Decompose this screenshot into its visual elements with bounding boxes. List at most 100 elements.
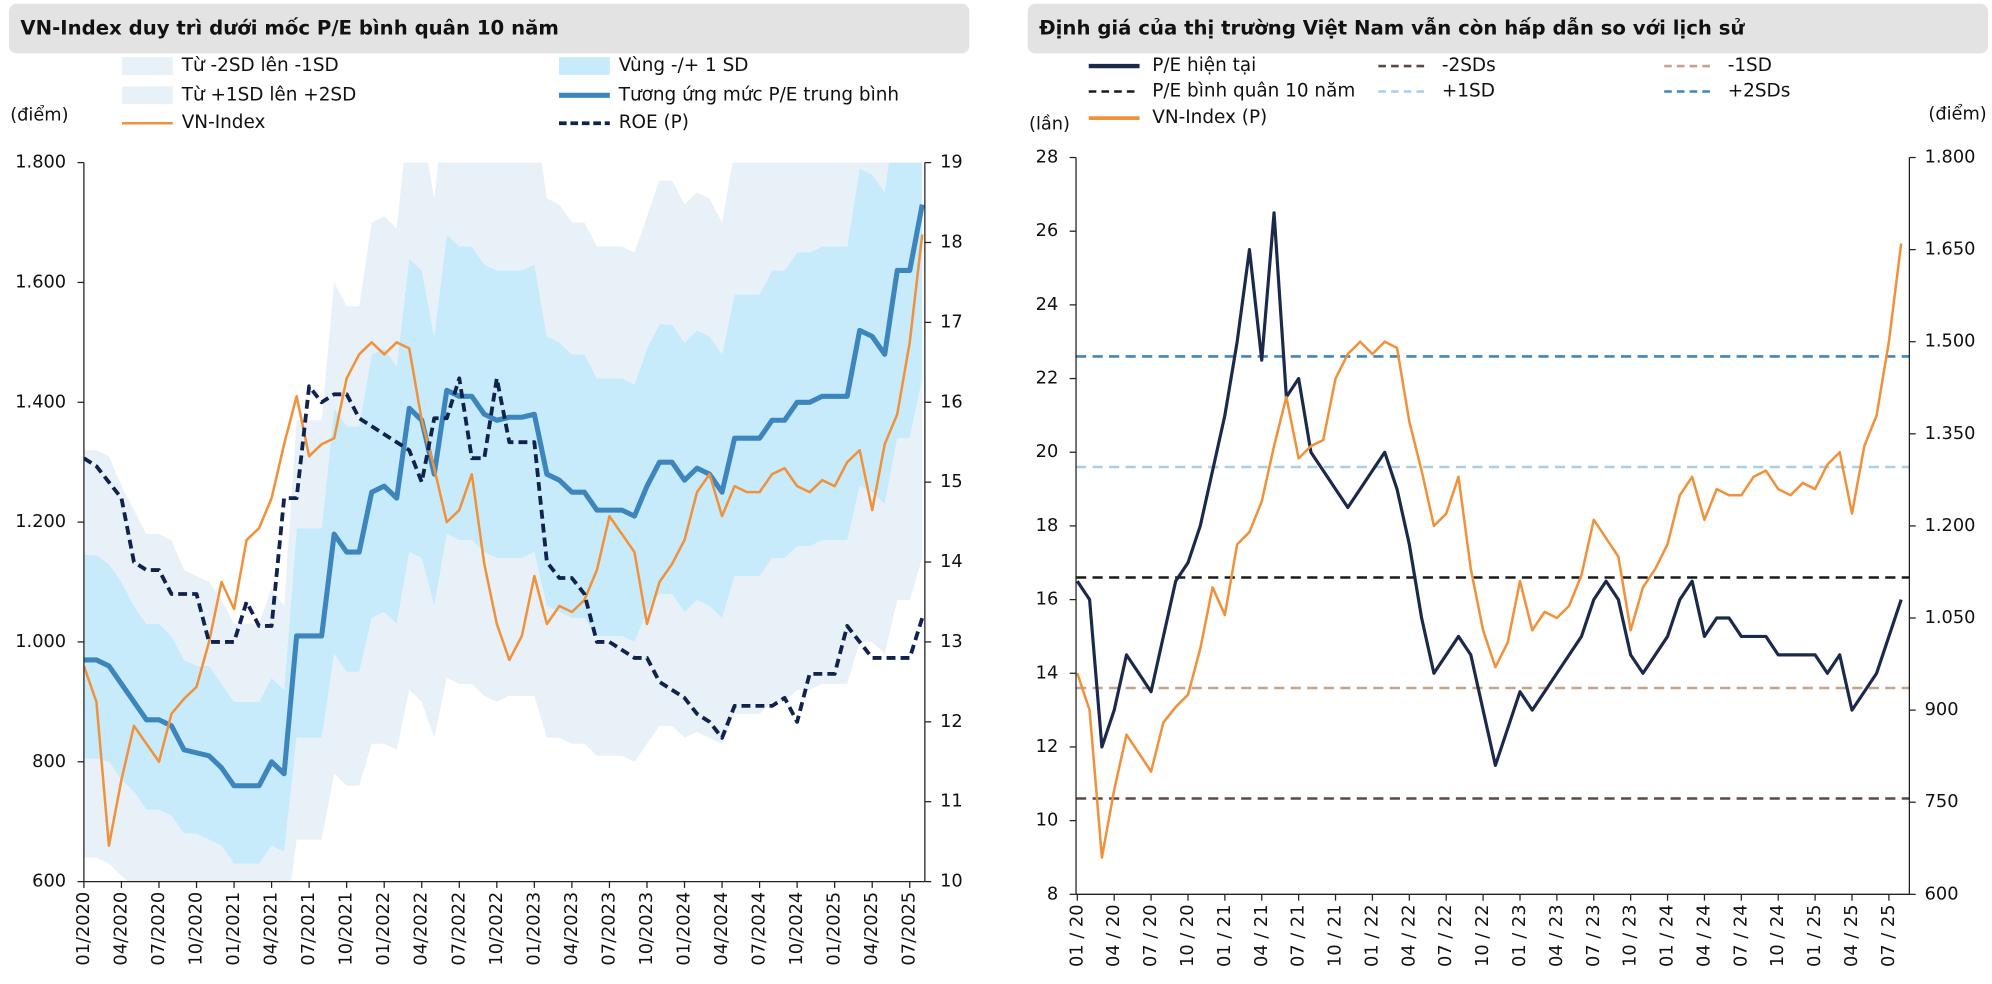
y-tick-label: 20 — [1036, 441, 1059, 462]
title-bar — [8, 3, 970, 54]
x-tick-label: 07/2022 — [448, 892, 469, 966]
y2-tick-label: 1.200 — [1925, 515, 1976, 536]
y-tick-label: 14 — [1036, 662, 1059, 683]
y2-tick-label: 16 — [940, 391, 963, 412]
x-tick-label: 04/2023 — [561, 892, 582, 966]
x-tick-label: 01 / 20 — [1066, 904, 1087, 967]
x-tick-label: 10/2020 — [186, 892, 207, 966]
x-tick-label: 10/2023 — [636, 892, 657, 966]
legend-label: Từ +1SD lên +2SD — [181, 84, 357, 105]
y-tick-label: 1.600 — [15, 271, 66, 292]
x-tick-label: 07 / 23 — [1583, 904, 1604, 967]
x-tick-label: 01/2023 — [523, 892, 544, 966]
x-tick-label: 07/2024 — [749, 892, 770, 966]
y-axis-label: (lần) — [1029, 113, 1070, 134]
plot-area — [83, 162, 925, 882]
legend-label: +1SD — [1442, 80, 1495, 101]
chart-title: Định giá của thị trường Việt Nam vẫn còn… — [1039, 16, 1745, 40]
x-tick-label: 04 / 21 — [1251, 904, 1272, 967]
y-tick-label: 26 — [1036, 220, 1059, 241]
y-tick-label: 16 — [1036, 589, 1059, 610]
y2-tick-label: 1.350 — [1925, 423, 1976, 444]
x-tick-label: 10 / 24 — [1767, 904, 1788, 967]
y2-tick-label: 17 — [940, 311, 963, 332]
legend-label: Tương ứng mức P/E trung bình — [618, 84, 899, 105]
x-tick-label: 07/2021 — [298, 892, 319, 966]
x-tick-label: 01 / 25 — [1804, 904, 1825, 967]
series-line — [1076, 211, 1903, 767]
x-tick-label: 01/2021 — [223, 892, 244, 966]
x-tick-label: 04/2024 — [711, 892, 732, 966]
y-tick-label: 800 — [32, 751, 66, 772]
y-tick-label: 22 — [1036, 368, 1059, 389]
y2-tick-label: 11 — [940, 791, 963, 812]
y-tick-label: 12 — [1036, 736, 1059, 757]
y2-tick-label: 15 — [940, 471, 963, 492]
legend-label: VN-Index (P) — [1152, 107, 1267, 128]
legend-label: +2SDs — [1728, 80, 1791, 101]
y-tick-label: 10 — [1036, 810, 1059, 831]
legend-label: VN-Index — [182, 112, 266, 133]
y-tick-label: 24 — [1036, 294, 1059, 315]
x-tick-label: 01 / 21 — [1214, 904, 1235, 967]
x-tick-label: 07/2020 — [148, 892, 169, 966]
chart-title: VN-Index duy trì dưới mốc P/E bình quân … — [20, 17, 559, 40]
x-tick-label: 04/2021 — [261, 892, 282, 966]
x-tick-label: 10 / 21 — [1325, 904, 1346, 967]
x-tick-label: 01/2020 — [73, 892, 94, 966]
y2-tick-label: 1.500 — [1925, 331, 1976, 352]
y-tick-label: 1.800 — [15, 152, 66, 173]
x-tick-label: 07/2025 — [899, 892, 920, 966]
x-tick-label: 04 / 25 — [1841, 904, 1862, 967]
x-tick-label: 10/2024 — [786, 892, 807, 966]
x-tick-label: 10/2021 — [336, 892, 357, 966]
y2-tick-label: 13 — [940, 631, 963, 652]
series-line — [83, 376, 925, 740]
x-tick-label: 01/2022 — [373, 892, 394, 966]
legend-swatch — [122, 57, 173, 75]
y2-tick-label: 10 — [940, 871, 963, 892]
x-tick-label: 07 / 21 — [1288, 904, 1309, 967]
legend-label: -2SDs — [1442, 55, 1496, 76]
x-tick-label: 07/2023 — [598, 892, 619, 966]
x-tick-label: 04 / 24 — [1693, 904, 1714, 967]
x-tick-label: 04 / 20 — [1103, 904, 1124, 967]
x-tick-label: 04/2020 — [110, 892, 131, 966]
x-tick-label: 07 / 25 — [1878, 904, 1899, 967]
y-tick-label: 1.200 — [15, 511, 66, 532]
y2-tick-label: 750 — [1925, 791, 1959, 812]
x-tick-label: 04 / 22 — [1398, 904, 1419, 967]
legend-swatch — [122, 86, 173, 105]
legend-label: Từ -2SD lên -1SD — [181, 55, 339, 76]
y2-tick-label: 1.650 — [1925, 239, 1976, 260]
series-line — [1076, 243, 1903, 859]
x-tick-label: 04/2022 — [411, 892, 432, 966]
y-tick-label: 8 — [1047, 883, 1058, 904]
x-tick-label: 01 / 24 — [1657, 904, 1678, 967]
y2-tick-label: 12 — [940, 711, 963, 732]
band — [83, 378, 923, 882]
y2-tick-label: 1.800 — [1925, 147, 1976, 168]
x-tick-label: 07 / 22 — [1435, 904, 1456, 967]
legend-label: P/E bình quân 10 năm — [1152, 80, 1355, 101]
y-tick-label: 600 — [32, 871, 66, 892]
y2-tick-label: 19 — [940, 152, 963, 173]
y2-tick-label: 18 — [940, 231, 963, 252]
x-tick-label: 10 / 23 — [1620, 904, 1641, 967]
x-tick-label: 01/2024 — [674, 892, 695, 966]
x-tick-label: 10 / 22 — [1472, 904, 1493, 967]
legend-label: Vùng -/+ 1 SD — [619, 55, 749, 76]
x-tick-label: 01 / 22 — [1361, 904, 1382, 967]
band — [83, 162, 923, 864]
band — [83, 162, 889, 702]
x-tick-label: 01 / 23 — [1509, 904, 1530, 967]
x-tick-label: 04/2025 — [861, 892, 882, 966]
y-axis-label: (điểm) — [10, 105, 68, 126]
plot-area — [1076, 211, 1910, 859]
series-line — [83, 234, 924, 847]
x-tick-label: 01/2025 — [824, 892, 845, 966]
x-tick-label: 10/2022 — [486, 892, 507, 966]
y2-axis-label: (điểm) — [1928, 103, 1986, 124]
x-tick-label: 07 / 24 — [1730, 904, 1751, 967]
